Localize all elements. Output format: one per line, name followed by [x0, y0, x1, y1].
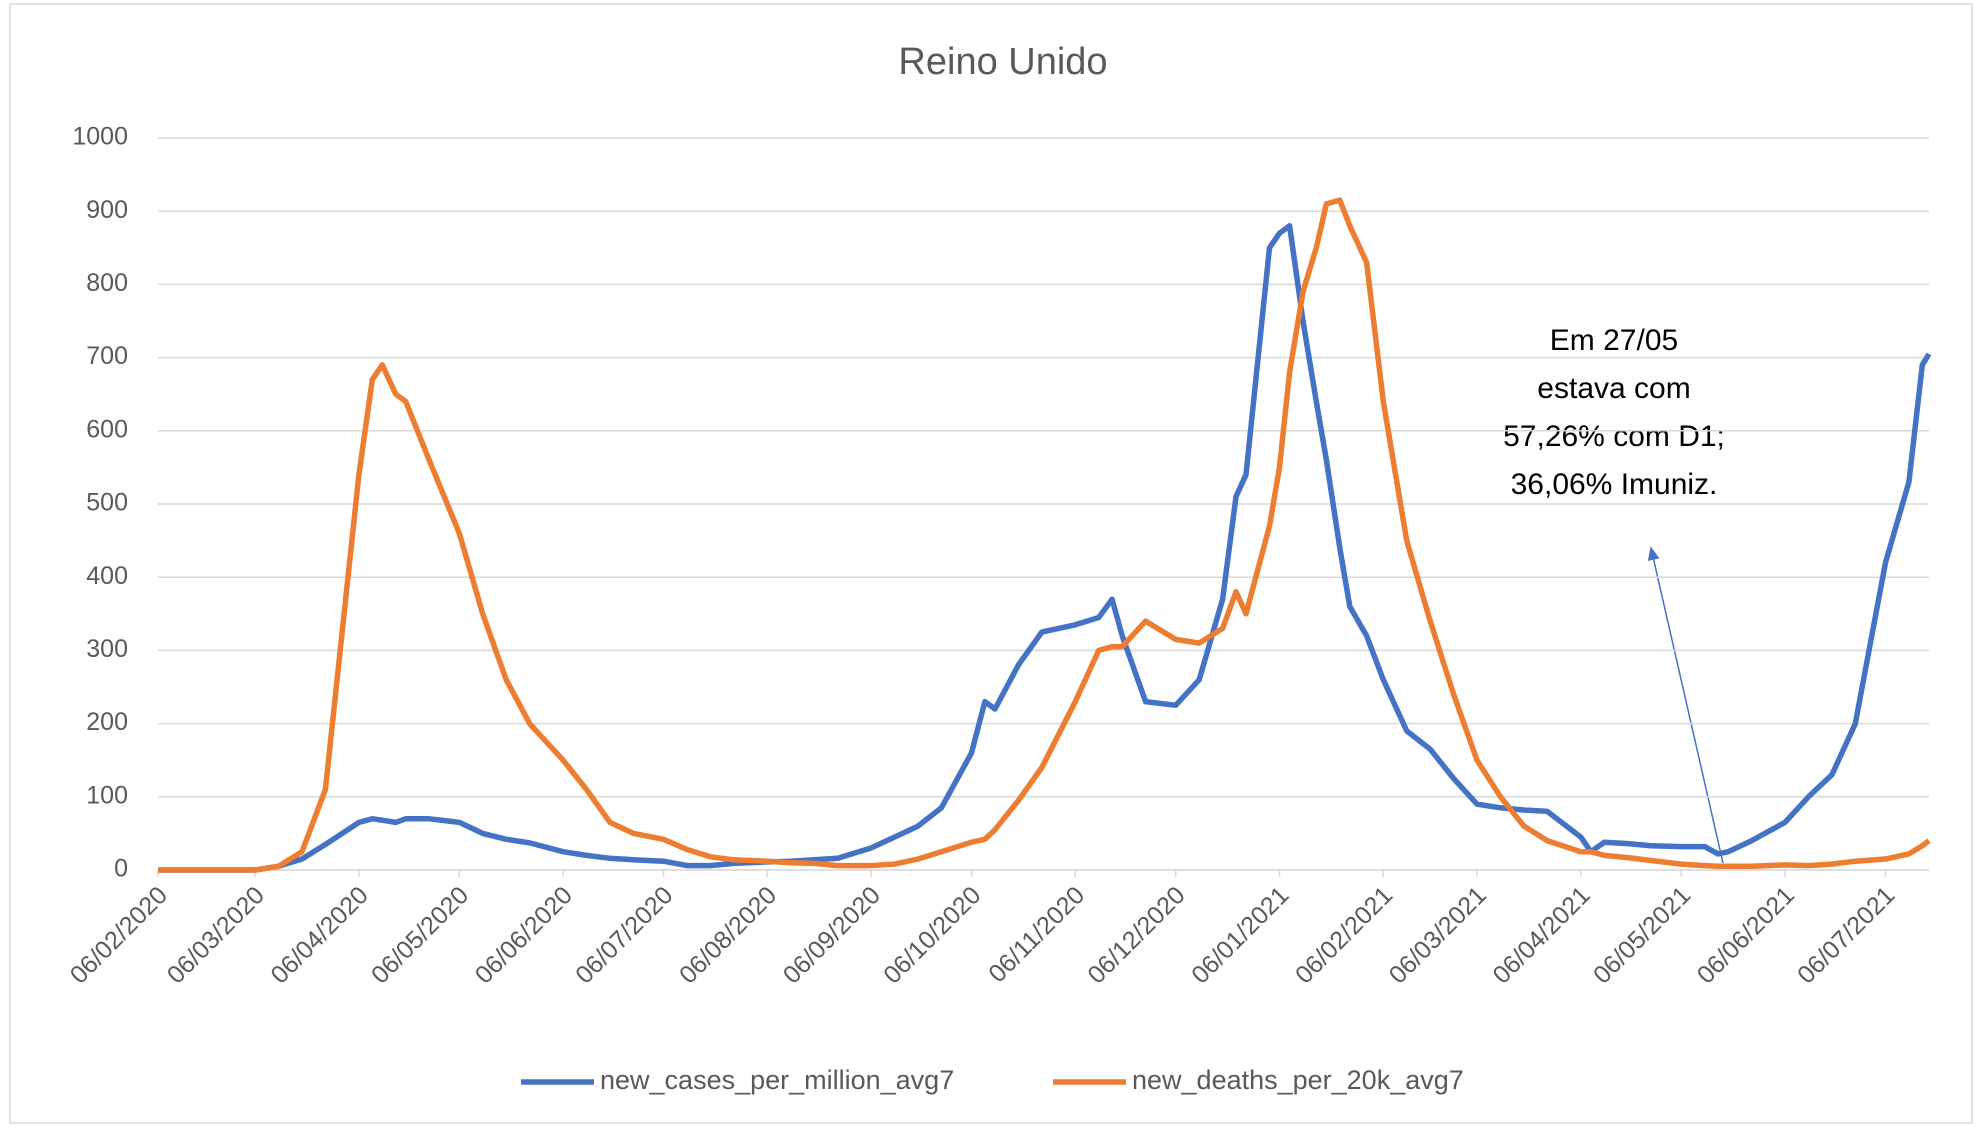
annotation: Em 27/05 estava com 57,26% com D1; 36,06% I…: [1503, 324, 1725, 501]
annotation-line: 57,26% com D1;: [1503, 420, 1725, 453]
y-tick-label: 400: [86, 562, 128, 590]
annotation-line: 36,06% Imuniz.: [1511, 468, 1718, 501]
annotation-line: Em 27/05: [1550, 324, 1678, 357]
legend-label: new_deaths_per_20k_avg7: [1132, 1065, 1464, 1095]
y-tick-label: 600: [86, 415, 128, 443]
chart-title: Reino Unido: [898, 41, 1107, 83]
legend-label: new_cases_per_million_avg7: [600, 1065, 954, 1095]
y-tick-label: 800: [86, 269, 128, 297]
series-line: [158, 223, 1932, 873]
y-tick-label: 100: [86, 781, 128, 809]
y-tick-label: 700: [86, 342, 128, 370]
annotation-line: estava com: [1537, 372, 1690, 405]
chart-border: [9, 3, 1973, 1124]
y-tick-label: 1000: [72, 123, 128, 151]
y-tick-label: 0: [114, 855, 128, 883]
y-tick-label: 300: [86, 635, 128, 663]
y-tick-label: 900: [86, 196, 128, 224]
annotation-arrow: [1647, 546, 1724, 864]
series-line: [158, 197, 1931, 873]
y-tick-label: 200: [86, 708, 128, 736]
y-tick-label: 500: [86, 489, 128, 517]
